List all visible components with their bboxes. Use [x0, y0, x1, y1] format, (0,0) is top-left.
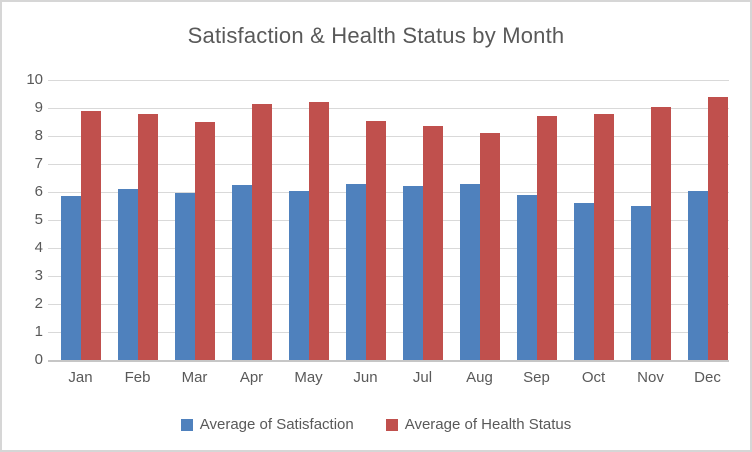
x-axis-tick-label: May — [294, 369, 323, 386]
y-axis-tick-label: 8 — [34, 127, 43, 144]
health-status-bar-dec — [708, 97, 728, 360]
health-status-bar-jul — [423, 126, 443, 360]
legend-swatch-icon — [180, 418, 193, 431]
satisfaction-bar-may — [289, 191, 309, 360]
x-axis-tick-label: Aug — [466, 369, 493, 386]
satisfaction-bar-nov — [631, 206, 651, 360]
x-axis-tick-label: Dec — [694, 369, 721, 386]
gridline — [48, 80, 729, 81]
gridline — [48, 276, 729, 277]
health-status-bar-may — [309, 102, 329, 360]
x-axis-line — [48, 360, 729, 362]
gridline — [48, 108, 729, 109]
y-axis-tick-label: 10 — [26, 71, 43, 88]
y-axis-tick-label: 6 — [34, 183, 43, 200]
health-status-bar-aug — [480, 133, 500, 360]
gridline — [48, 332, 729, 333]
satisfaction-bar-jan — [61, 196, 81, 360]
y-axis-tick-label: 5 — [34, 211, 43, 228]
y-axis-tick-label: 0 — [34, 351, 43, 368]
satisfaction-bar-mar — [175, 193, 195, 360]
legend-label: Average of Satisfaction — [199, 416, 354, 433]
x-axis-tick-label: Jan — [68, 369, 93, 386]
health-status-bar-jun — [366, 121, 386, 360]
satisfaction-bar-oct — [574, 203, 594, 360]
x-axis-tick-label: Nov — [637, 369, 664, 386]
y-axis-tick-label: 2 — [34, 295, 43, 312]
x-axis-tick-label: Jun — [353, 369, 378, 386]
x-axis-tick-label: Sep — [523, 369, 550, 386]
health-status-bar-jan — [81, 111, 101, 360]
health-status-bar-mar — [195, 122, 215, 360]
satisfaction-bar-sep — [517, 195, 537, 360]
gridline — [48, 136, 729, 137]
gridline — [48, 248, 729, 249]
x-axis-tick-label: Feb — [124, 369, 151, 386]
y-axis-tick-label: 4 — [34, 239, 43, 256]
satisfaction-bar-apr — [232, 185, 252, 360]
health-status-bar-sep — [537, 116, 557, 360]
health-status-bar-oct — [594, 114, 614, 360]
satisfaction-bar-dec — [688, 191, 708, 360]
chart-title: Satisfaction & Health Status by Month — [187, 23, 565, 48]
x-axis-tick-label: Mar — [181, 369, 208, 386]
health-status-bar-feb — [138, 114, 158, 360]
gridline — [48, 192, 729, 193]
gridline — [48, 220, 729, 221]
legend: Average of Satisfaction Average of Health… — [2, 416, 750, 433]
health-status-bar-apr — [252, 104, 272, 360]
x-axis-tick-label: Apr — [239, 369, 264, 386]
y-axis-tick-label: 7 — [34, 155, 43, 172]
legend-item-satisfaction: Average of Satisfaction — [180, 416, 354, 433]
gridline — [48, 304, 729, 305]
legend-swatch-icon — [385, 418, 398, 431]
x-axis-tick-label: Jul — [412, 369, 433, 386]
satisfaction-bar-feb — [118, 189, 138, 360]
y-axis-tick-label: 9 — [34, 99, 43, 116]
satisfaction-bar-aug — [460, 184, 480, 360]
y-axis-tick-label: 1 — [34, 323, 43, 340]
x-axis-tick-label: Oct — [581, 369, 606, 386]
satisfaction-bar-jun — [346, 184, 366, 360]
gridline — [48, 164, 729, 165]
legend-item-health-status: Average of Health Status — [385, 416, 572, 433]
legend-label: Average of Health Status — [404, 416, 572, 433]
health-status-bar-nov — [651, 107, 671, 360]
y-axis-tick-label: 3 — [34, 267, 43, 284]
satisfaction-bar-jul — [403, 186, 423, 360]
